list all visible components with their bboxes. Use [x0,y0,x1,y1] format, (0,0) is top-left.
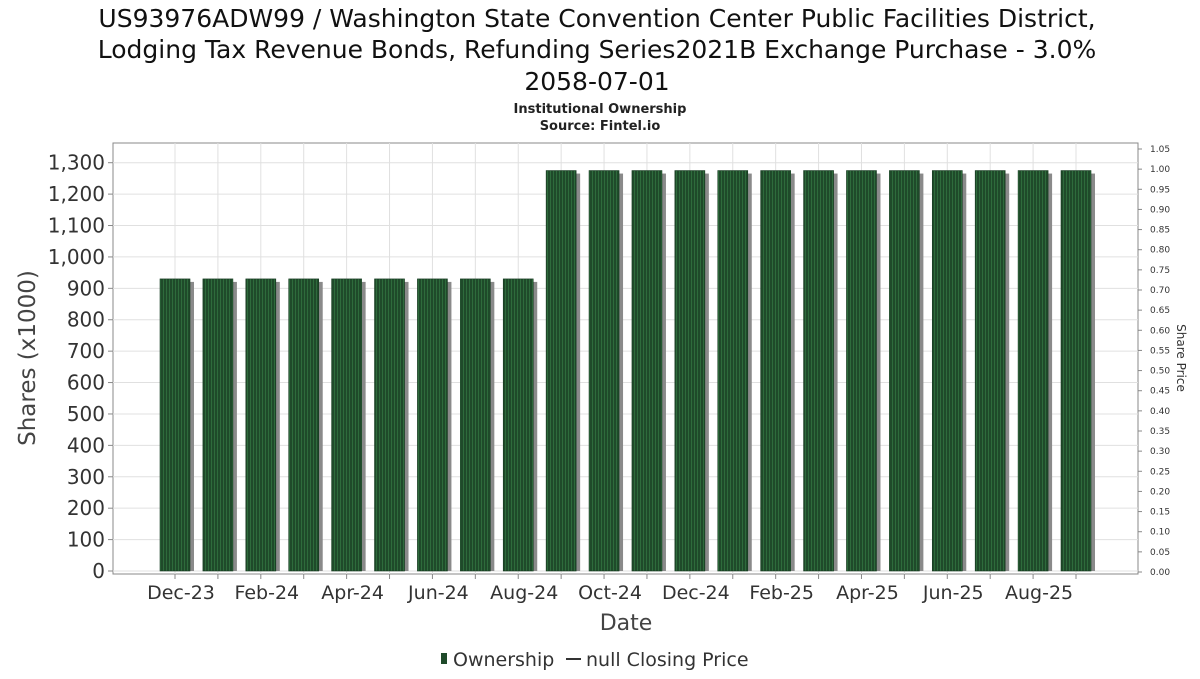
legend: Ownership null Closing Price [441,649,749,671]
ownership-bar [803,170,834,572]
y-tick-label: 0 [92,559,105,583]
y2-tick-label: 0.10 [1150,528,1170,538]
y2-tick-label: 0.95 [1150,185,1170,195]
ownership-bar [760,170,791,572]
ownership-bar [545,170,577,572]
ownership-bar [974,170,1006,572]
y-tick-label: 200 [67,496,105,520]
ownership-bar [1060,170,1092,572]
legend-ownership-swatch [441,653,447,664]
y2-tick-label: 0.90 [1150,205,1170,215]
y2-tick-label: 0.15 [1150,508,1170,518]
x-tick-label: Oct-24 [578,582,642,604]
ownership-bar [1017,170,1049,572]
ownership-bar [288,278,320,572]
ownership-bar [931,170,963,572]
x-tick-label: Apr-25 [836,582,899,604]
y2-tick-label: 0.25 [1150,467,1170,477]
legend-price-label: null Closing Price [586,649,749,671]
ownership-bar [631,170,663,572]
ownership-bar [417,278,448,572]
y-tick-label: 700 [67,339,105,363]
y-tick-label: 600 [67,371,105,395]
y-tick-label: 400 [67,433,105,457]
ownership-bar [460,278,491,572]
plot-area [112,142,1139,575]
y2-tick-label: 0.55 [1150,346,1170,356]
bars [159,170,1095,572]
ownership-bar [374,278,405,572]
legend-ownership-label: Ownership [453,649,554,671]
y-tick-label: 1,300 [48,151,105,175]
ownership-bar [502,278,534,572]
x-tick-label: Jun-24 [407,582,469,604]
x-tick-label: Aug-24 [490,582,558,604]
y2-tick-label: 0.80 [1150,246,1170,256]
y-axis-title: Shares (x1000) [15,270,41,446]
y2-tick-label: 0.45 [1150,387,1170,397]
y2-tick-label: 0.40 [1150,407,1170,417]
y2-axis-title: Share Price [1174,324,1188,392]
x-tick-label: Feb-25 [749,582,814,604]
ownership-bar [588,170,620,572]
y2-tick-label: 0.00 [1150,568,1170,578]
y2-tick-label: 0.50 [1150,367,1170,377]
x-tick-label: Dec-24 [662,582,730,604]
x-tick-label: Dec-23 [147,582,215,604]
chart-source: Source: Fintel.io [540,119,661,134]
y-tick-label: 900 [67,276,105,300]
y2-tick-label: 0.35 [1150,427,1170,437]
y2-tick-label: 1.00 [1150,165,1170,175]
chart-title-line-2: Lodging Tax Revenue Bonds, Refunding Ser… [98,35,1096,64]
x-tick-label: Apr-24 [321,582,384,604]
y-axis-left: 0 100 200 300 400 500 600 700 800 900 1,000 1,100 1,… [48,151,113,583]
x-tick-label: Jun-25 [922,582,984,604]
chart-subtitle: Institutional Ownership [514,102,687,117]
y-tick-label: 500 [67,402,105,426]
y-tick-label: 1,000 [48,245,105,269]
y2-tick-label: 0.85 [1150,226,1170,236]
ownership-bar [159,278,191,572]
x-tick-label: Aug-25 [1005,582,1073,604]
chart-title-line-3: 2058-07-01 [524,67,669,96]
ownership-bar [245,278,277,572]
ownership-bar [717,170,749,572]
x-axis-title: Date [600,611,653,636]
ownership-bar [889,170,920,572]
y-tick-label: 1,200 [48,182,105,206]
y2-tick-label: 0.05 [1150,548,1170,558]
y2-tick-label: 0.30 [1150,447,1170,457]
ownership-bar [331,278,362,572]
y2-tick-label: 0.65 [1150,306,1170,316]
y-tick-label: 800 [67,308,105,332]
y2-tick-label: 1.05 [1150,145,1170,155]
y2-tick-label: 0.60 [1150,326,1170,336]
ownership-bar [674,170,706,572]
y-tick-label: 1,100 [48,214,105,238]
x-axis: Dec-23 Feb-24 Apr-24 Jun-24 Aug-24 Oct-24 Dec-… [147,574,1077,604]
ownership-bar [202,278,234,572]
ownership-bar [846,170,877,572]
y-tick-label: 300 [67,465,105,489]
y-axis-right: 0.00 0.05 0.10 0.15 0.20 0.25 0.30 0.35 0.40 0.45… [1138,145,1170,578]
chart-title-line-1: US93976ADW99 / Washington State Conventi… [98,4,1095,33]
x-tick-label: Feb-24 [234,582,299,604]
y2-tick-label: 0.70 [1150,286,1170,296]
y-tick-label: 100 [67,528,105,552]
y2-tick-label: 0.20 [1150,487,1170,497]
y2-tick-label: 0.75 [1150,266,1170,276]
